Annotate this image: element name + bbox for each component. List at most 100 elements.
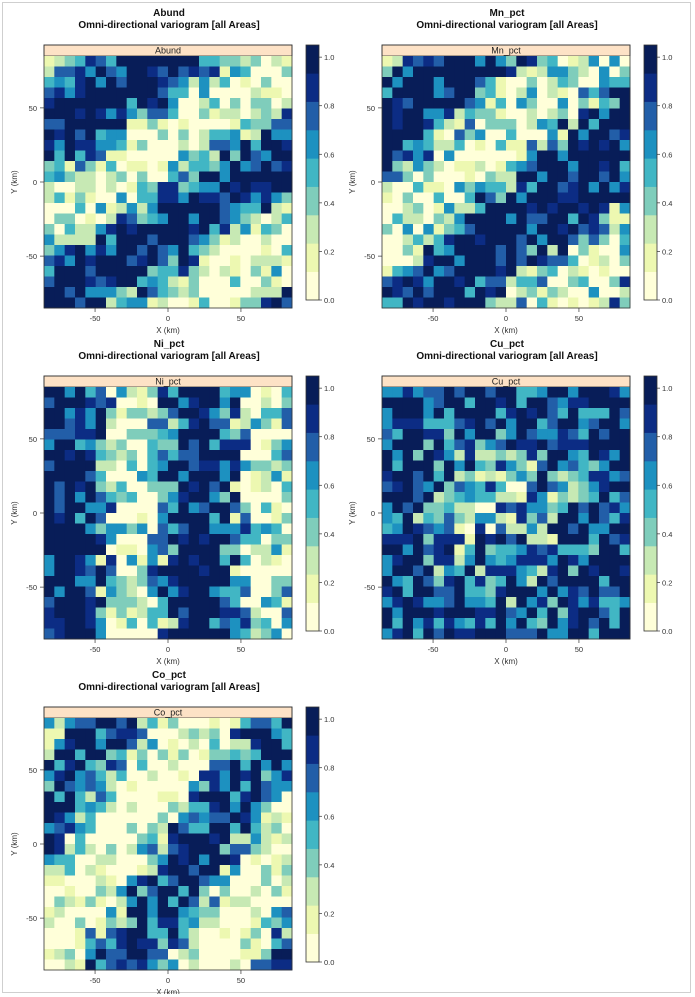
heatmap-cell — [444, 213, 455, 225]
heatmap-cell — [516, 450, 528, 461]
heatmap-cell — [188, 907, 200, 918]
heatmap-cell — [188, 586, 200, 598]
heatmap-cell — [168, 534, 179, 545]
heatmap-cell — [95, 492, 107, 503]
heatmap-cell — [485, 460, 497, 472]
heatmap-cell — [537, 628, 548, 640]
heatmap-cell — [568, 129, 579, 141]
heatmap-cell — [619, 597, 631, 608]
heatmap-cell — [250, 460, 262, 472]
heatmap-cell — [54, 150, 66, 162]
heatmap-cell — [609, 460, 621, 472]
heatmap-cell — [188, 949, 200, 960]
heatmap-cell — [116, 387, 128, 398]
heatmap-cell — [599, 287, 610, 298]
heatmap-cell — [116, 161, 128, 172]
heatmap-cell — [444, 224, 455, 235]
heatmap-cell — [126, 728, 138, 740]
heatmap-cell — [599, 544, 610, 556]
heatmap-cell — [402, 77, 414, 88]
heatmap-cell — [240, 749, 252, 761]
heatmap-cell — [281, 140, 293, 151]
heatmap-cell — [188, 875, 200, 887]
heatmap-cell — [126, 87, 138, 99]
heatmap-cell — [423, 245, 435, 256]
heatmap-cell — [188, 555, 200, 566]
heatmap-cell — [516, 460, 528, 472]
heatmap-cell — [516, 555, 528, 566]
heatmap-cell — [444, 513, 455, 524]
heatmap-cell — [64, 565, 76, 577]
heatmap-cell — [116, 896, 128, 908]
heatmap-cell — [219, 823, 231, 834]
heatmap-cell — [402, 460, 414, 472]
heatmap-cell — [168, 618, 179, 629]
heatmap-cell — [116, 586, 128, 598]
heatmap-cell — [85, 481, 97, 493]
heatmap-cell — [168, 749, 179, 761]
heatmap-cell — [578, 523, 590, 535]
heatmap-cell — [85, 213, 97, 225]
heatmap-cell — [126, 287, 138, 298]
heatmap-cell — [219, 749, 231, 761]
heatmap-cell — [537, 565, 548, 577]
heatmap-cell — [495, 140, 507, 151]
heatmap-cell — [557, 87, 569, 99]
heatmap-cell — [281, 781, 293, 792]
heatmap-cell — [178, 523, 190, 535]
heatmap-cell — [475, 119, 486, 130]
heatmap-cell — [116, 460, 128, 472]
heatmap-cell — [178, 66, 190, 78]
heatmap-cell — [199, 481, 210, 493]
heatmap-cell — [85, 287, 97, 298]
colorbar-segment — [306, 243, 319, 272]
heatmap-cell — [126, 397, 138, 409]
heatmap-cell — [413, 471, 424, 482]
heatmap-cell — [516, 586, 528, 598]
heatmap-cell — [209, 886, 221, 897]
heatmap-cell — [609, 182, 621, 193]
heatmap-cell — [454, 66, 466, 78]
heatmap-cell — [464, 460, 476, 472]
heatmap-cell — [157, 544, 169, 556]
heatmap-cell — [261, 213, 272, 225]
heatmap-cell — [609, 597, 621, 608]
colorbar-tick-label: 1.0 — [324, 384, 334, 393]
heatmap-cell — [168, 781, 179, 792]
heatmap-cell — [423, 387, 435, 398]
heatmap-cell — [464, 397, 476, 409]
heatmap-cell — [240, 844, 252, 855]
heatmap-cell — [495, 607, 507, 619]
heatmap-cell — [168, 938, 179, 950]
heatmap-cell — [526, 56, 538, 67]
heatmap-cell — [219, 770, 231, 782]
heatmap-cell — [413, 397, 424, 409]
heatmap-cell — [537, 408, 548, 419]
heatmap-cell — [116, 749, 128, 761]
heatmap-cell — [54, 718, 66, 729]
heatmap-cell — [219, 87, 231, 99]
heatmap-cell — [54, 938, 66, 950]
heatmap-cell — [95, 161, 107, 172]
heatmap-cell — [250, 802, 262, 813]
heatmap-cell — [116, 56, 128, 67]
heatmap-cell — [588, 182, 600, 193]
heatmap-cell — [64, 618, 76, 629]
heatmap-cell — [44, 791, 55, 803]
heatmap-cell — [619, 108, 631, 120]
heatmap-cell — [588, 618, 600, 629]
heatmap-cell — [537, 586, 548, 598]
heatmap-cell — [578, 597, 590, 608]
heatmap-cell — [168, 408, 179, 419]
heatmap-cell — [588, 534, 600, 545]
heatmap-cell — [444, 502, 455, 514]
heatmap-cell — [454, 544, 466, 556]
heatmap-cell — [588, 586, 600, 598]
heatmap-cell — [85, 718, 97, 729]
heatmap-cell — [609, 140, 621, 151]
heatmap-cell — [547, 213, 559, 225]
heatmap-cell — [75, 450, 86, 461]
colorbar-tick-label: 0.4 — [324, 861, 334, 870]
heatmap-cell — [219, 245, 231, 256]
heatmap-cell — [85, 397, 97, 409]
